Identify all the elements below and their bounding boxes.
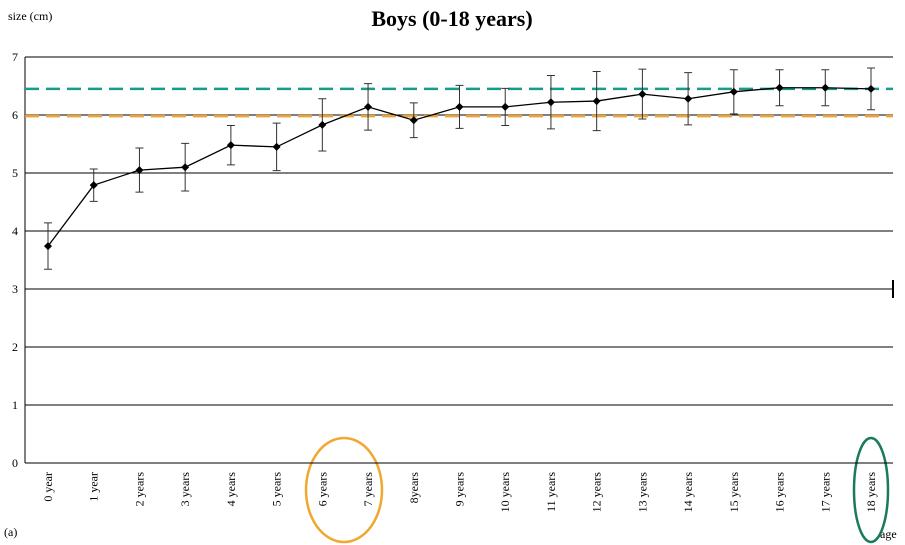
data-point [364,102,373,111]
y-tick-label: 2 [12,340,18,354]
x-tick-label: 7 years [361,472,375,507]
x-tick-label: 10 years [498,472,512,513]
data-point [135,166,144,175]
x-tick-label: 6 years [315,472,329,507]
data-point [729,87,738,96]
x-tick-label: 14 years [681,472,695,513]
x-tick-label: 8years [407,472,421,504]
data-point [867,84,875,93]
x-tick-label: 15 years [727,472,741,513]
data-point [821,83,830,92]
x-tick-label: 18 years [864,472,878,513]
y-tick-label: 6 [12,108,18,122]
y-tick-label: 3 [12,282,18,296]
data-point [181,163,190,172]
y-tick-label: 5 [12,166,18,180]
chart-title: Boys (0-18 years) [371,6,532,31]
highlight-circle [852,436,890,544]
x-tick-label: 1 year [87,472,101,502]
y-tick-label: 0 [12,456,18,470]
x-tick-label: 0 year [41,472,55,502]
y-axis-label: size (cm) [8,9,52,23]
y-tick-label: 1 [12,398,18,412]
x-tick-label: 3 years [178,472,192,507]
data-point [684,94,693,103]
x-tick-label: 17 years [818,472,832,513]
data-point [455,102,464,111]
y-tick-label: 7 [12,50,18,64]
data-point [409,116,418,125]
data-point [592,97,601,106]
x-tick-label: 16 years [773,472,787,513]
x-tick-label: 13 years [635,472,649,513]
data-point [89,181,98,190]
data-point [638,90,647,99]
x-axis-label: age [880,527,897,541]
highlight-circle [304,436,384,544]
x-tick-label: 9 years [453,472,467,507]
data-point [44,242,52,251]
x-tick-label: 4 years [224,472,238,507]
data-point [226,141,235,150]
data-point [546,98,555,107]
panel-label: (a) [4,525,17,539]
data-point [318,120,327,129]
y-tick-label: 4 [12,224,18,238]
x-tick-label: 2 years [132,472,146,507]
data-point [775,83,784,92]
data-point [501,102,510,111]
data-point [272,142,281,151]
x-tick-label: 12 years [590,472,604,513]
x-tick-label: 11 years [544,472,558,512]
x-tick-label: 5 years [270,472,284,507]
